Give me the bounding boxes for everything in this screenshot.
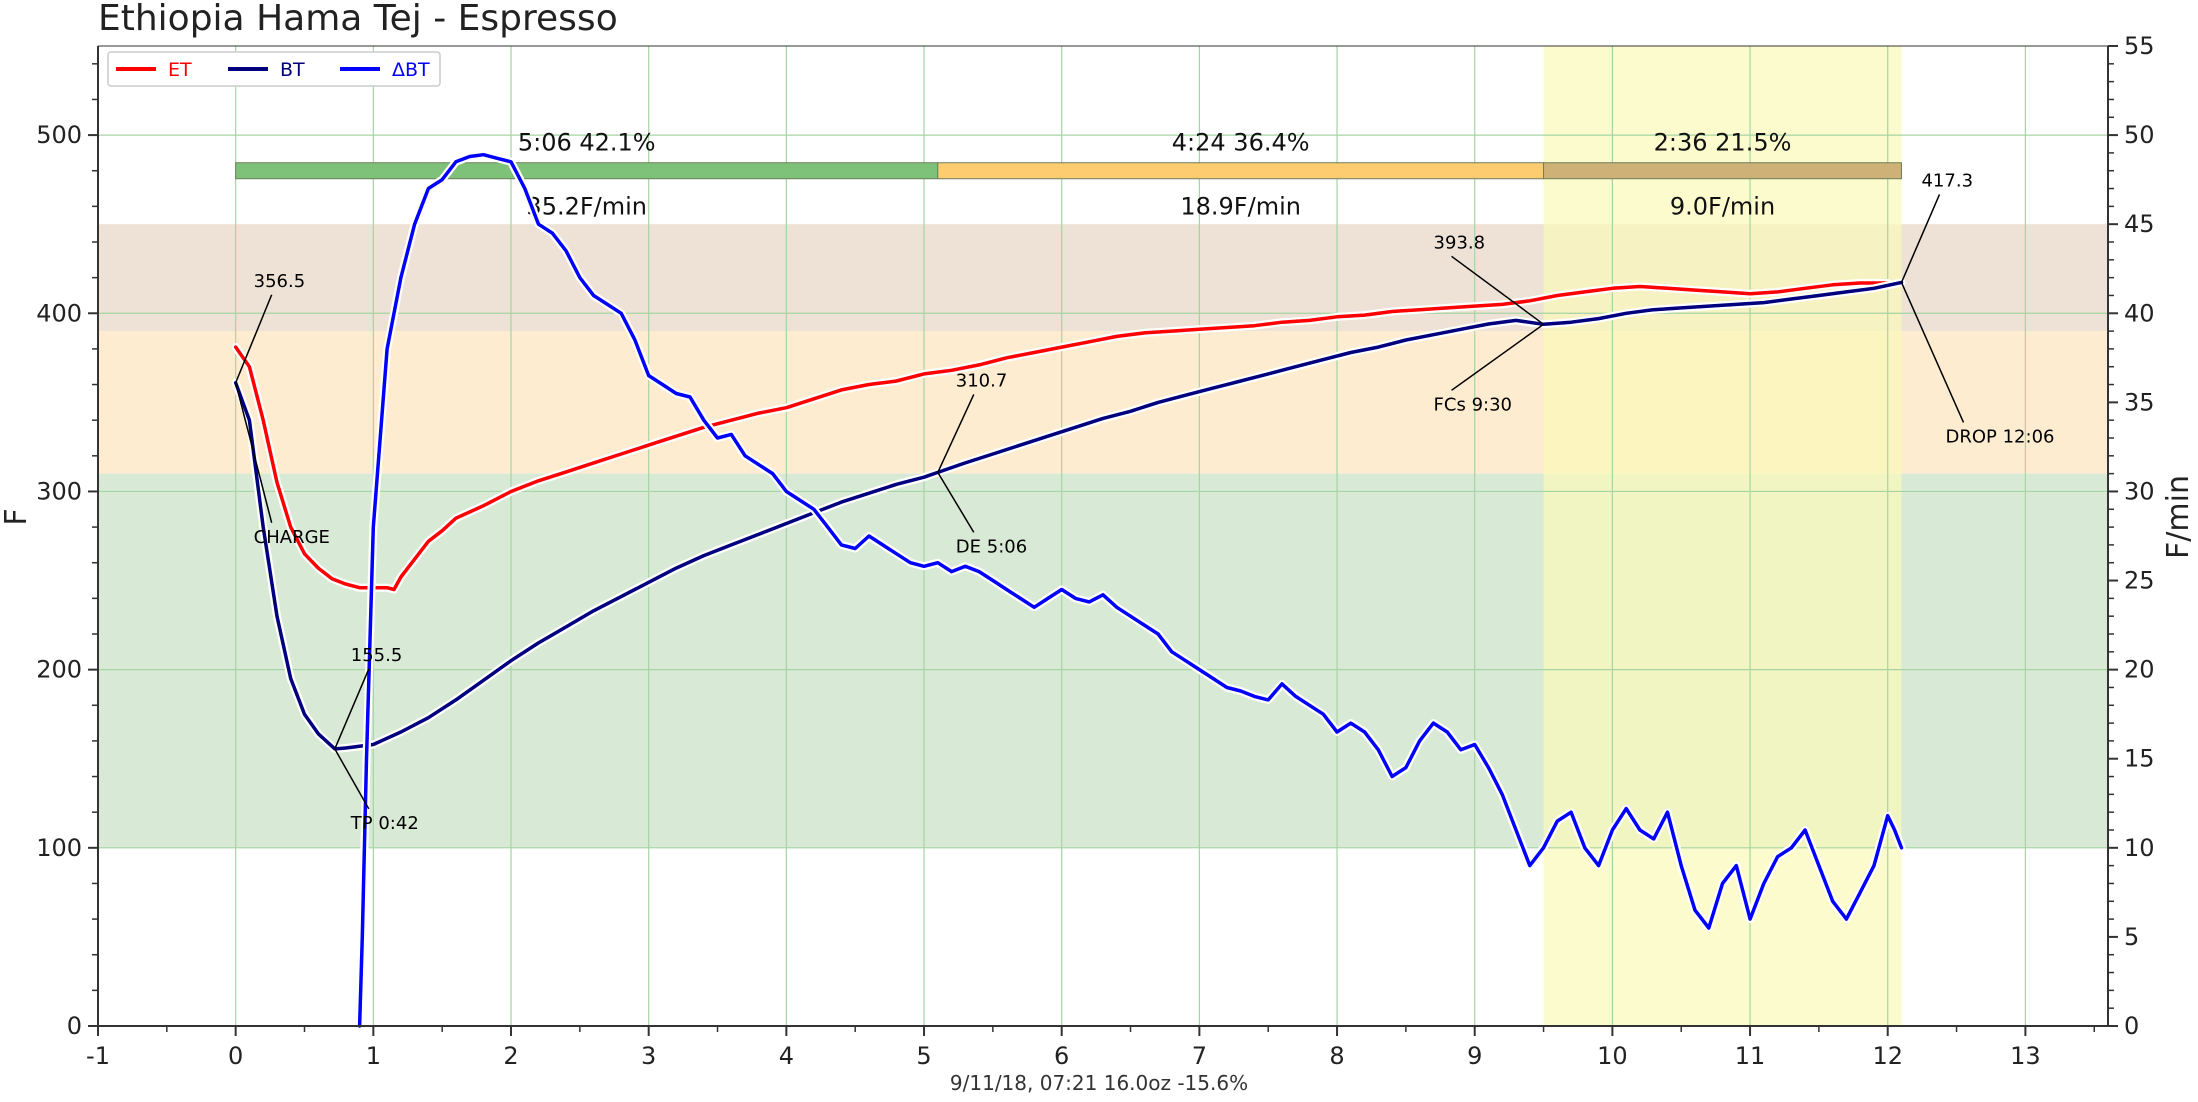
- y-tick-label: 0: [67, 1012, 82, 1040]
- annotation-label: TP 0:42: [350, 813, 419, 834]
- annotation-leader: [334, 668, 370, 750]
- y-axis-label: F: [0, 508, 34, 525]
- y2-tick-label: 45: [2124, 210, 2155, 238]
- annotation-value: 155.5: [351, 645, 403, 666]
- annotation-leader: [1451, 255, 1544, 325]
- y-tick-label: 400: [36, 299, 82, 327]
- chart-footer: 9/11/18, 07:21 16.0oz -15.6%: [950, 1071, 1248, 1095]
- y2-tick-label: 35: [2124, 388, 2155, 416]
- x-tick-label: 1: [366, 1042, 381, 1070]
- annotation-value: 417.3: [1921, 170, 1973, 191]
- y2-tick-label: 5: [2124, 923, 2139, 951]
- annotation-leader: [334, 748, 370, 810]
- y2-tick-label: 50: [2124, 121, 2155, 149]
- y2-tick-label: 30: [2124, 477, 2155, 505]
- annotation-leader: [1900, 194, 1941, 283]
- legend-label: BT: [280, 59, 305, 81]
- y2-tick-label: 15: [2124, 745, 2155, 773]
- phase-bar: [235, 162, 939, 180]
- annotation-label: CHARGE: [254, 527, 330, 548]
- phase-rate: 35.2F/min: [526, 193, 647, 221]
- annotation-value: 356.5: [254, 271, 306, 292]
- x-tick-label: -1: [86, 1042, 110, 1070]
- annotation-label: DROP 12:06: [1945, 426, 2054, 447]
- y2-tick-label: 55: [2124, 32, 2155, 60]
- legend-label: ET: [168, 59, 192, 81]
- phase-label: 5:06 42.1%: [518, 129, 656, 157]
- x-tick-label: 10: [1597, 1042, 1628, 1070]
- annotation-leader: [1451, 323, 1544, 391]
- y-tick-label: 100: [36, 834, 82, 862]
- y2-axis-label: F/min: [2161, 475, 2196, 559]
- annotation-value: 393.8: [1434, 232, 1486, 253]
- x-tick-label: 12: [1872, 1042, 1903, 1070]
- phase-label: 4:24 36.4%: [1172, 129, 1310, 157]
- y2-tick-label: 40: [2124, 299, 2155, 327]
- phase-rate: 18.9F/min: [1180, 193, 1301, 221]
- phase-rate: 9.0F/min: [1670, 193, 1775, 221]
- series-line: [233, 280, 1904, 751]
- chart-title: Ethiopia Hama Tej - Espresso: [98, 0, 618, 39]
- x-tick-label: 9: [1467, 1042, 1482, 1070]
- x-tick-label: 11: [1735, 1042, 1766, 1070]
- series-line: [233, 281, 1890, 592]
- phase-label: 2:36 21.5%: [1654, 129, 1792, 157]
- annotation-leader: [234, 294, 273, 384]
- series-line: [357, 152, 1904, 1028]
- annotation-label: DE 5:06: [956, 536, 1027, 557]
- y2-tick-label: 10: [2124, 834, 2155, 862]
- x-tick-label: 3: [641, 1042, 656, 1070]
- x-tick-label: 7: [1192, 1042, 1207, 1070]
- x-tick-label: 5: [916, 1042, 931, 1070]
- x-tick-label: 2: [503, 1042, 518, 1070]
- annotation-leader: [937, 472, 975, 533]
- y2-tick-label: 0: [2124, 1012, 2139, 1040]
- annotation-leader: [234, 382, 273, 523]
- annotation-leader: [1900, 282, 1965, 423]
- phase-bar: [937, 162, 1545, 180]
- y-tick-label: 500: [36, 121, 82, 149]
- annotation-leader: [937, 394, 975, 473]
- x-tick-label: 4: [779, 1042, 794, 1070]
- annotation-label: FCs 9:30: [1434, 394, 1512, 415]
- x-tick-label: 6: [1054, 1042, 1069, 1070]
- x-tick-label: 8: [1329, 1042, 1344, 1070]
- phase-bar: [1543, 162, 1902, 180]
- y2-tick-label: 20: [2124, 656, 2155, 684]
- legend-box: [107, 51, 441, 87]
- x-tick-label: 13: [2010, 1042, 2041, 1070]
- x-tick-label: 0: [228, 1042, 243, 1070]
- y2-tick-label: 25: [2124, 567, 2155, 595]
- legend-label: ΔBT: [392, 59, 430, 81]
- y-tick-label: 300: [36, 477, 82, 505]
- annotation-value: 310.7: [956, 370, 1008, 391]
- y-tick-label: 200: [36, 656, 82, 684]
